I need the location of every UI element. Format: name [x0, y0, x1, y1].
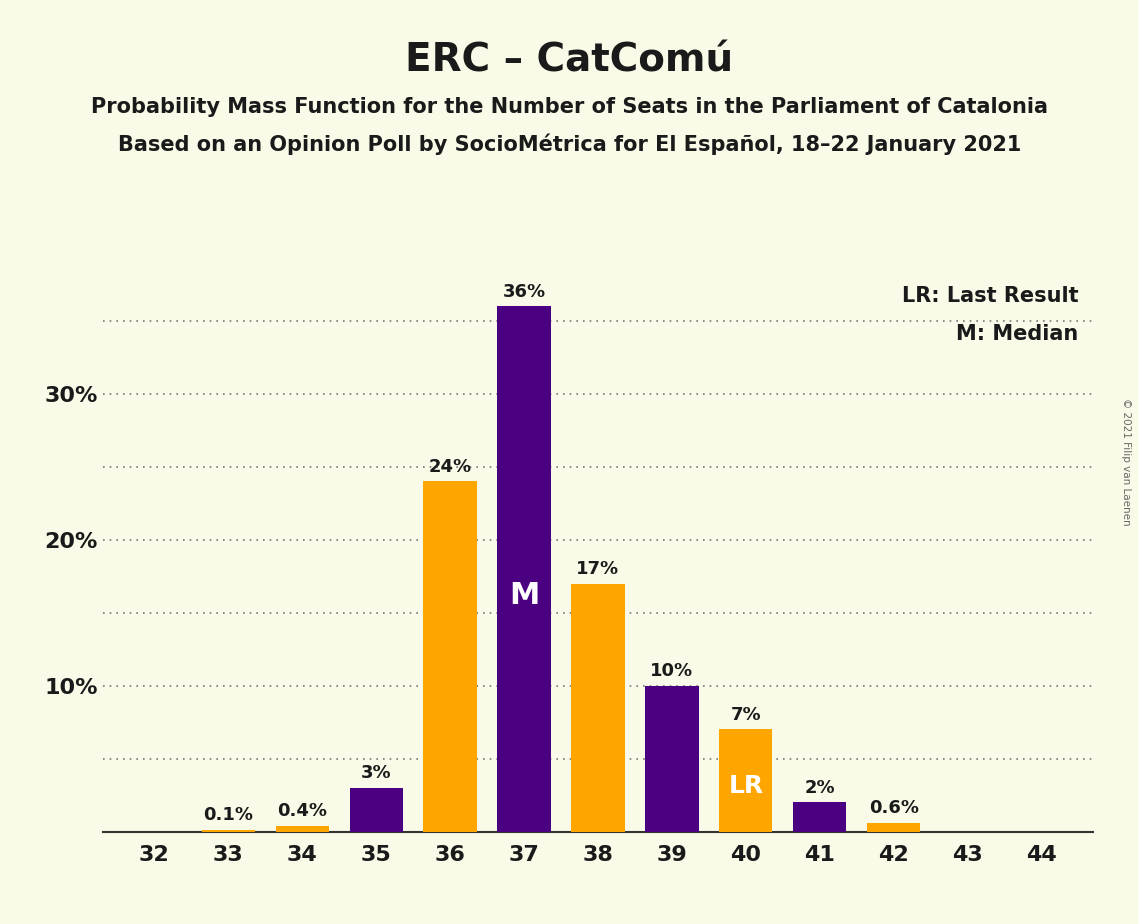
Bar — [424, 481, 477, 832]
Text: 3%: 3% — [361, 764, 392, 782]
Text: 2%: 2% — [804, 779, 835, 796]
Text: M: M — [509, 581, 539, 610]
Text: Based on an Opinion Poll by SocioMétrica for El Español, 18–22 January 2021: Based on an Opinion Poll by SocioMétrica… — [117, 134, 1022, 155]
Text: Probability Mass Function for the Number of Seats in the Parliament of Catalonia: Probability Mass Function for the Number… — [91, 97, 1048, 117]
Text: 7%: 7% — [730, 706, 761, 723]
Bar — [498, 307, 550, 832]
Text: LR: LR — [728, 773, 763, 797]
Bar — [719, 729, 772, 832]
Text: 24%: 24% — [428, 457, 472, 476]
Text: © 2021 Filip van Laenen: © 2021 Filip van Laenen — [1121, 398, 1131, 526]
Bar — [276, 826, 329, 832]
Bar — [202, 830, 255, 832]
Text: 0.4%: 0.4% — [277, 802, 327, 820]
Text: M: Median: M: Median — [957, 324, 1079, 345]
Text: 10%: 10% — [650, 662, 694, 680]
Bar — [572, 584, 624, 832]
Bar — [867, 823, 920, 832]
Text: 36%: 36% — [502, 283, 546, 300]
Text: ERC – CatComú: ERC – CatComú — [405, 42, 734, 79]
Bar — [350, 788, 403, 832]
Text: LR: Last Result: LR: Last Result — [902, 286, 1079, 306]
Text: 17%: 17% — [576, 560, 620, 578]
Bar — [646, 686, 698, 832]
Bar — [793, 802, 846, 832]
Text: 0.1%: 0.1% — [203, 807, 253, 824]
Text: 0.6%: 0.6% — [869, 799, 919, 817]
